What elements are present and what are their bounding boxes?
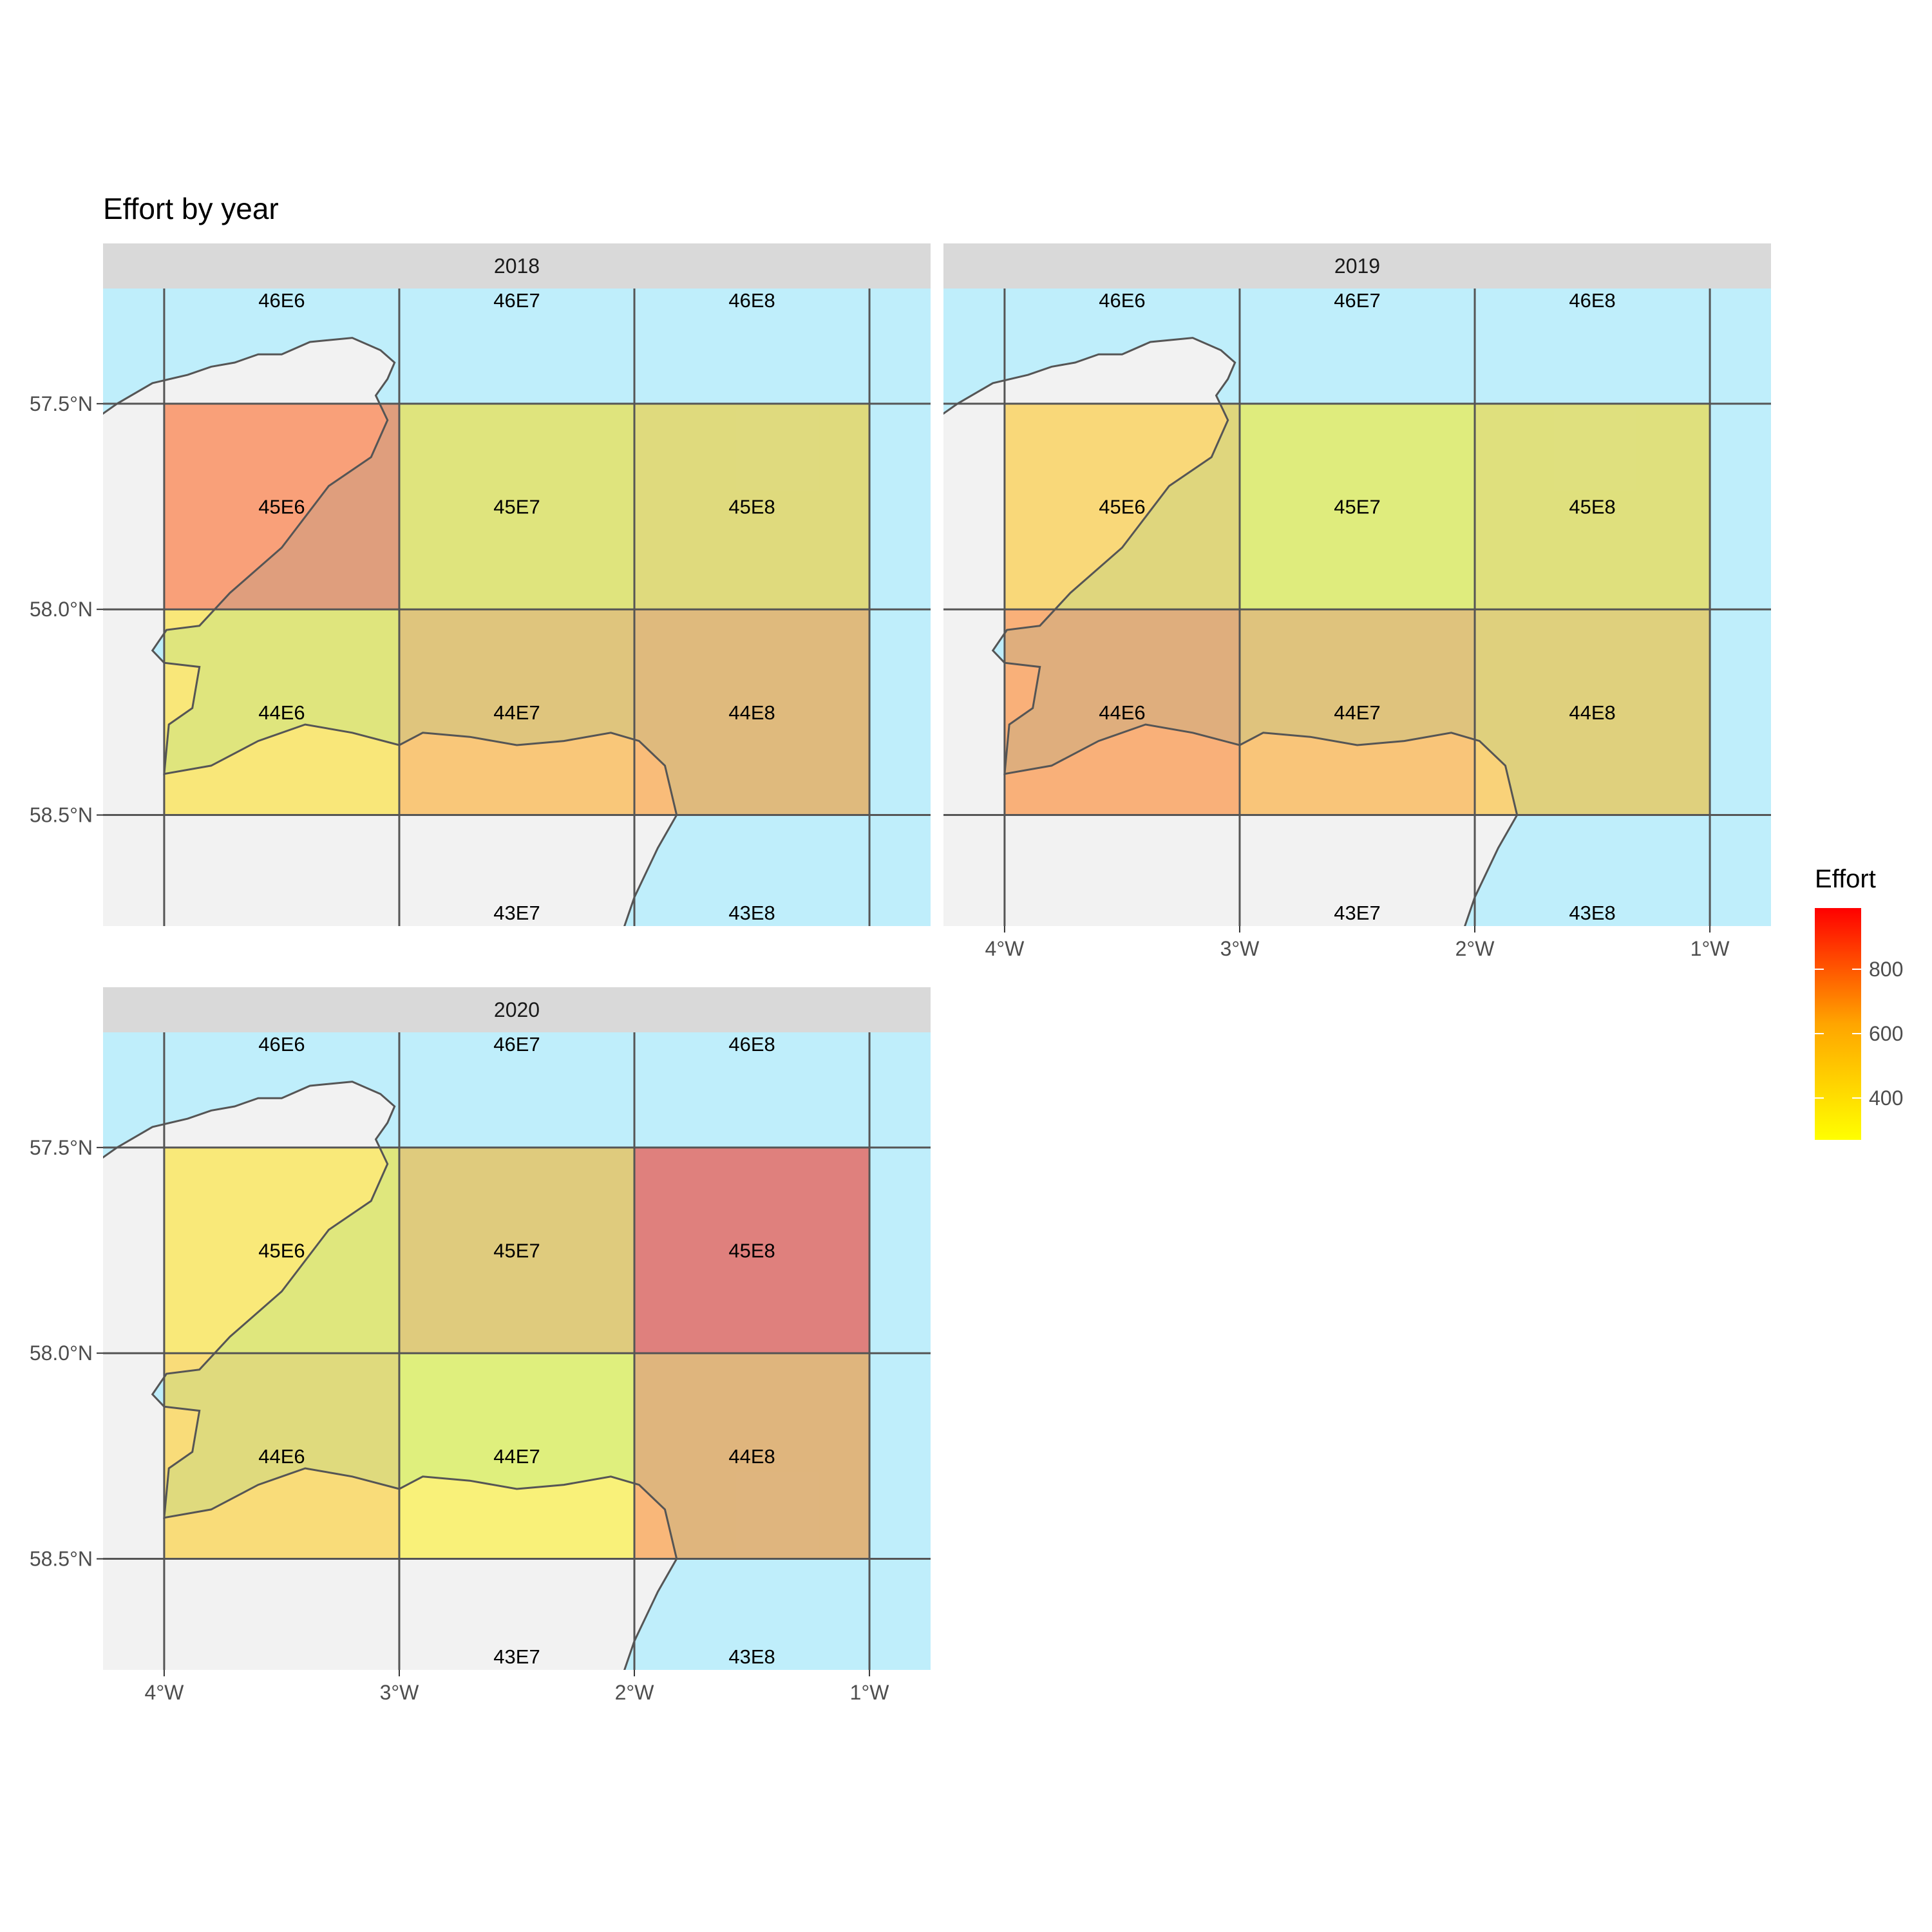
legend-colorbar [1815,908,1861,1140]
cell-label-45E6: 45E6 [1099,496,1145,518]
cell-label-44E7: 44E7 [1334,701,1380,724]
effort-cell-45E7 [399,1147,635,1354]
y-tick-label: 58.0°N [30,598,93,621]
chart-title: Effort by year [103,192,279,225]
panel-2018: 2018 45E6 45E7 45E8 44E6 44E7 44E8 46E6 46E7 46E8… [30,243,931,926]
effort-cell-44E6 [164,1353,399,1559]
y-tick-label: 58.5°N [30,1548,93,1571]
y-tick-label: 58.0°N [30,1341,93,1365]
effort-cell-44E7 [1239,609,1475,815]
x-tick-label: 3°W [1220,937,1260,960]
x-tick-label: 3°W [380,1681,420,1704]
cell-label-45E8: 45E8 [1569,496,1615,518]
facet-strip-label: 2020 [494,998,540,1021]
effort-cell-44E8 [1475,609,1710,815]
rect-label-43E8: 43E8 [1569,902,1615,924]
effort-cell-44E6 [164,609,399,815]
cell-label-45E7: 45E7 [493,496,540,518]
cell-label-44E8: 44E8 [728,701,775,724]
rect-label-46E6: 46E6 [258,1033,305,1056]
effort-cell-45E8 [634,403,870,610]
effort-cell-44E8 [634,1353,870,1559]
legend-tick-label: 800 [1869,958,1903,981]
cell-label-44E6: 44E6 [1099,701,1145,724]
cell-label-45E7: 45E7 [493,1240,540,1262]
facet-strip [943,243,1771,289]
cell-label-45E6: 45E6 [258,496,305,518]
rect-label-43E7: 43E7 [493,1645,540,1668]
legend-tick-label: 600 [1869,1022,1903,1045]
effort-cell-45E6 [164,403,399,610]
cell-label-45E8: 45E8 [728,1240,775,1262]
x-tick-label: 4°W [145,1681,185,1704]
rect-label-46E8: 46E8 [728,289,775,312]
x-tick-label: 2°W [615,1681,655,1704]
rect-label-43E8: 43E8 [728,902,775,924]
cell-label-44E6: 44E6 [258,1445,305,1468]
rect-label-43E8: 43E8 [728,1645,775,1668]
x-tick-label: 4°W [985,937,1025,960]
effort-legend: Effort 400 600 800 [1815,865,1903,1140]
x-tick-label: 2°W [1455,937,1495,960]
panel-map: 45E6 45E7 45E8 44E6 44E7 44E8 46E6 46E7 46E8 43E7… [103,289,931,926]
legend-tick-label: 400 [1869,1086,1903,1110]
cell-label-44E6: 44E6 [258,701,305,724]
legend-title: Effort [1815,865,1876,893]
rect-label-46E6: 46E6 [258,289,305,312]
effort-cell-45E8 [634,1147,870,1354]
panel-2020: 2020 45E6 45E7 45E8 44E6 44E7 44E8 46E6 46E7 46E8… [30,987,931,1704]
rect-label-46E7: 46E7 [1334,289,1380,312]
cell-label-44E7: 44E7 [493,701,540,724]
cell-label-44E8: 44E8 [1569,701,1615,724]
cell-label-44E7: 44E7 [493,1445,540,1468]
effort-cell-45E6 [1004,403,1240,610]
effort-cell-44E7 [399,609,635,815]
cell-label-45E6: 45E6 [258,1240,305,1262]
facet-strip-label: 2018 [494,254,540,278]
cell-label-45E8: 45E8 [728,496,775,518]
effort-cell-44E7 [399,1353,635,1559]
panel-map: 45E6 45E7 45E8 44E6 44E7 44E8 46E6 46E7 46E8 43E7… [943,289,1771,926]
x-tick-label: 1°W [1690,937,1730,960]
facet-strip-label: 2019 [1334,254,1380,278]
effort-cell-44E8 [634,609,870,815]
effort-cell-44E6 [1004,609,1240,815]
facet-panels: 2018 45E6 45E7 45E8 44E6 44E7 44E8 46E6 46E7 46E8… [30,243,1771,1704]
rect-label-46E7: 46E7 [493,289,540,312]
rect-label-43E7: 43E7 [1334,902,1380,924]
facet-strip [103,243,931,289]
cell-label-44E8: 44E8 [728,1445,775,1468]
panel-2019: 2019 45E6 45E7 45E8 44E6 44E7 44E8 46E6 46E7 46E8… [943,243,1771,960]
rect-label-46E7: 46E7 [493,1033,540,1056]
effort-cell-45E7 [1239,403,1475,610]
effort-cell-45E7 [399,403,635,610]
y-tick-label: 57.5°N [30,392,93,415]
rect-label-46E8: 46E8 [728,1033,775,1056]
panel-map: 45E6 45E7 45E8 44E6 44E7 44E8 46E6 46E7 46E8 43E7… [103,1032,931,1670]
y-tick-label: 57.5°N [30,1136,93,1159]
rect-label-46E8: 46E8 [1569,289,1615,312]
rect-label-46E6: 46E6 [1099,289,1145,312]
effort-cell-45E6 [164,1147,399,1354]
x-tick-label: 1°W [850,1681,890,1704]
y-tick-label: 58.5°N [30,804,93,827]
cell-label-45E7: 45E7 [1334,496,1380,518]
effort-cell-45E8 [1475,403,1710,610]
facet-strip [103,987,931,1032]
rect-label-43E7: 43E7 [493,902,540,924]
